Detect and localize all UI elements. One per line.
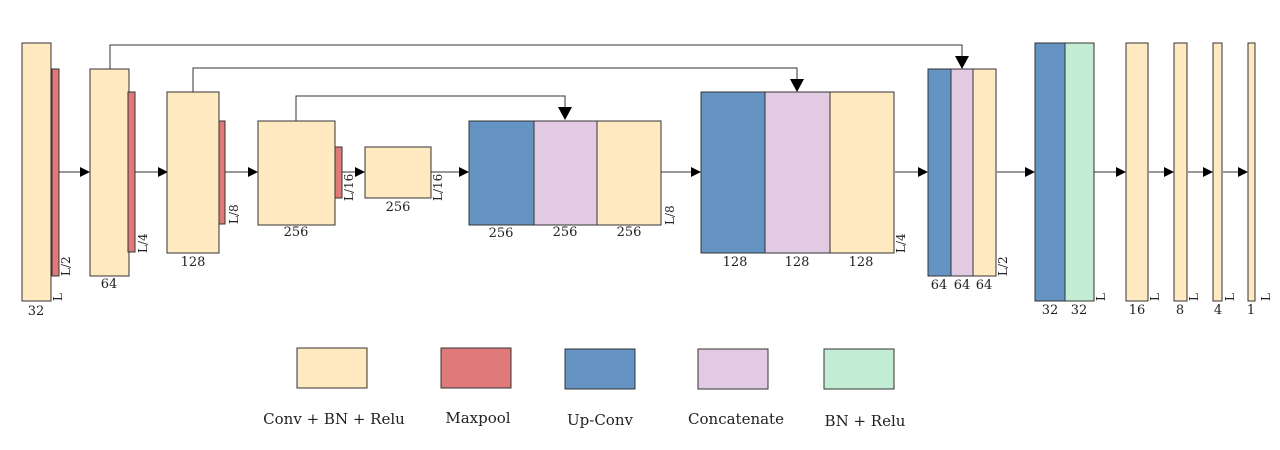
concat-block-dec2 bbox=[764, 91, 831, 254]
channel-label: 64 bbox=[931, 278, 948, 293]
skip-connections bbox=[109, 44, 969, 121]
skip-arrow-3 bbox=[558, 107, 572, 120]
legend-swatch-upconv bbox=[564, 348, 636, 390]
skip-arrow-1 bbox=[955, 56, 969, 69]
channel-label: 32 bbox=[1042, 303, 1059, 318]
bnrelu-block-dec4 bbox=[1064, 42, 1095, 302]
legend: Conv + BN + Relu Maxpool Up-Conv Concate… bbox=[263, 347, 906, 430]
skip-connection-3 bbox=[295, 95, 566, 121]
maxpool-block-2 bbox=[127, 91, 136, 253]
upconv-block-dec4 bbox=[1034, 42, 1066, 302]
channel-label: 256 bbox=[284, 225, 309, 240]
length-label: L/4 bbox=[136, 233, 150, 253]
concat-block-dec3 bbox=[950, 68, 974, 277]
length-label: L bbox=[1259, 293, 1273, 301]
channel-label: 64 bbox=[954, 278, 971, 293]
legend-label-bnrelu: BN + Relu bbox=[825, 412, 906, 430]
length-label: L bbox=[1187, 293, 1201, 301]
channel-label: 32 bbox=[28, 304, 45, 319]
channel-label: 4 bbox=[1214, 303, 1222, 318]
concat-block-dec1 bbox=[533, 120, 598, 226]
legend-label-maxpool: Maxpool bbox=[445, 409, 510, 427]
length-label: L bbox=[1148, 293, 1162, 301]
maxpool-block-4 bbox=[334, 146, 343, 199]
conv-block-enc2 bbox=[89, 68, 130, 277]
upconv-block-dec1 bbox=[468, 120, 535, 226]
channel-label: 256 bbox=[553, 225, 578, 240]
conv-block-out1 bbox=[1247, 42, 1256, 302]
conv-block-dec2 bbox=[829, 91, 895, 254]
skip-connection-1 bbox=[109, 44, 963, 70]
length-label: L/16 bbox=[431, 174, 445, 201]
length-label: L/16 bbox=[342, 174, 356, 201]
channel-label: 128 bbox=[723, 255, 748, 270]
conv-block-dec3 bbox=[972, 68, 997, 277]
channel-label: 256 bbox=[617, 225, 642, 240]
channel-label: 8 bbox=[1176, 303, 1184, 318]
channel-label: 32 bbox=[1071, 303, 1088, 318]
legend-label-upconv: Up-Conv bbox=[567, 411, 633, 429]
legend-swatch-conv bbox=[296, 347, 368, 389]
legend-label-concat: Concatenate bbox=[688, 410, 784, 428]
maxpool-block-1 bbox=[51, 68, 60, 277]
upconv-block-dec3 bbox=[927, 68, 952, 277]
conv-block-out8 bbox=[1173, 42, 1188, 302]
length-label: L/4 bbox=[894, 233, 908, 253]
channel-label: 128 bbox=[181, 255, 206, 270]
upconv-block-dec2 bbox=[700, 91, 766, 254]
length-label: L/8 bbox=[227, 204, 241, 224]
legend-swatch-concat bbox=[697, 348, 769, 390]
channel-label: 64 bbox=[101, 277, 118, 292]
channel-label: 128 bbox=[849, 255, 874, 270]
length-label: L bbox=[1094, 293, 1108, 301]
conv-block-enc3 bbox=[166, 91, 220, 254]
conv-block-dec1 bbox=[596, 120, 662, 226]
length-label: L bbox=[1223, 293, 1237, 301]
skip-arrow-2 bbox=[790, 79, 804, 92]
length-label: L/2 bbox=[59, 256, 73, 276]
channel-labels: 32 64 128 256 256 256 256 256 128 128 12… bbox=[28, 200, 1255, 319]
conv-block-out4 bbox=[1212, 42, 1223, 302]
maxpool-block-3 bbox=[218, 120, 226, 225]
channel-label: 256 bbox=[386, 200, 411, 215]
channel-label: 1 bbox=[1247, 303, 1255, 318]
skip-connection-2 bbox=[192, 67, 798, 93]
length-label: L bbox=[51, 293, 65, 301]
conv-block-enc1 bbox=[21, 42, 52, 302]
conv-block-bottleneck bbox=[364, 146, 432, 199]
legend-swatch-bnrelu bbox=[823, 348, 895, 390]
network-blocks bbox=[21, 42, 1256, 302]
channel-label: 256 bbox=[489, 226, 514, 241]
channel-label: 16 bbox=[1129, 303, 1146, 318]
channel-label: 64 bbox=[976, 278, 993, 293]
length-label: L/8 bbox=[663, 205, 677, 225]
conv-block-enc4 bbox=[257, 120, 336, 226]
conv-block-out16 bbox=[1125, 42, 1149, 302]
length-labels: L L/2 L/4 L/8 L/16 L/16 L/8 L/4 L/2 L L … bbox=[51, 174, 1273, 301]
legend-swatch-maxpool bbox=[440, 347, 512, 389]
channel-label: 128 bbox=[785, 255, 810, 270]
legend-label-conv: Conv + BN + Relu bbox=[263, 410, 405, 428]
length-label: L/2 bbox=[996, 256, 1010, 276]
